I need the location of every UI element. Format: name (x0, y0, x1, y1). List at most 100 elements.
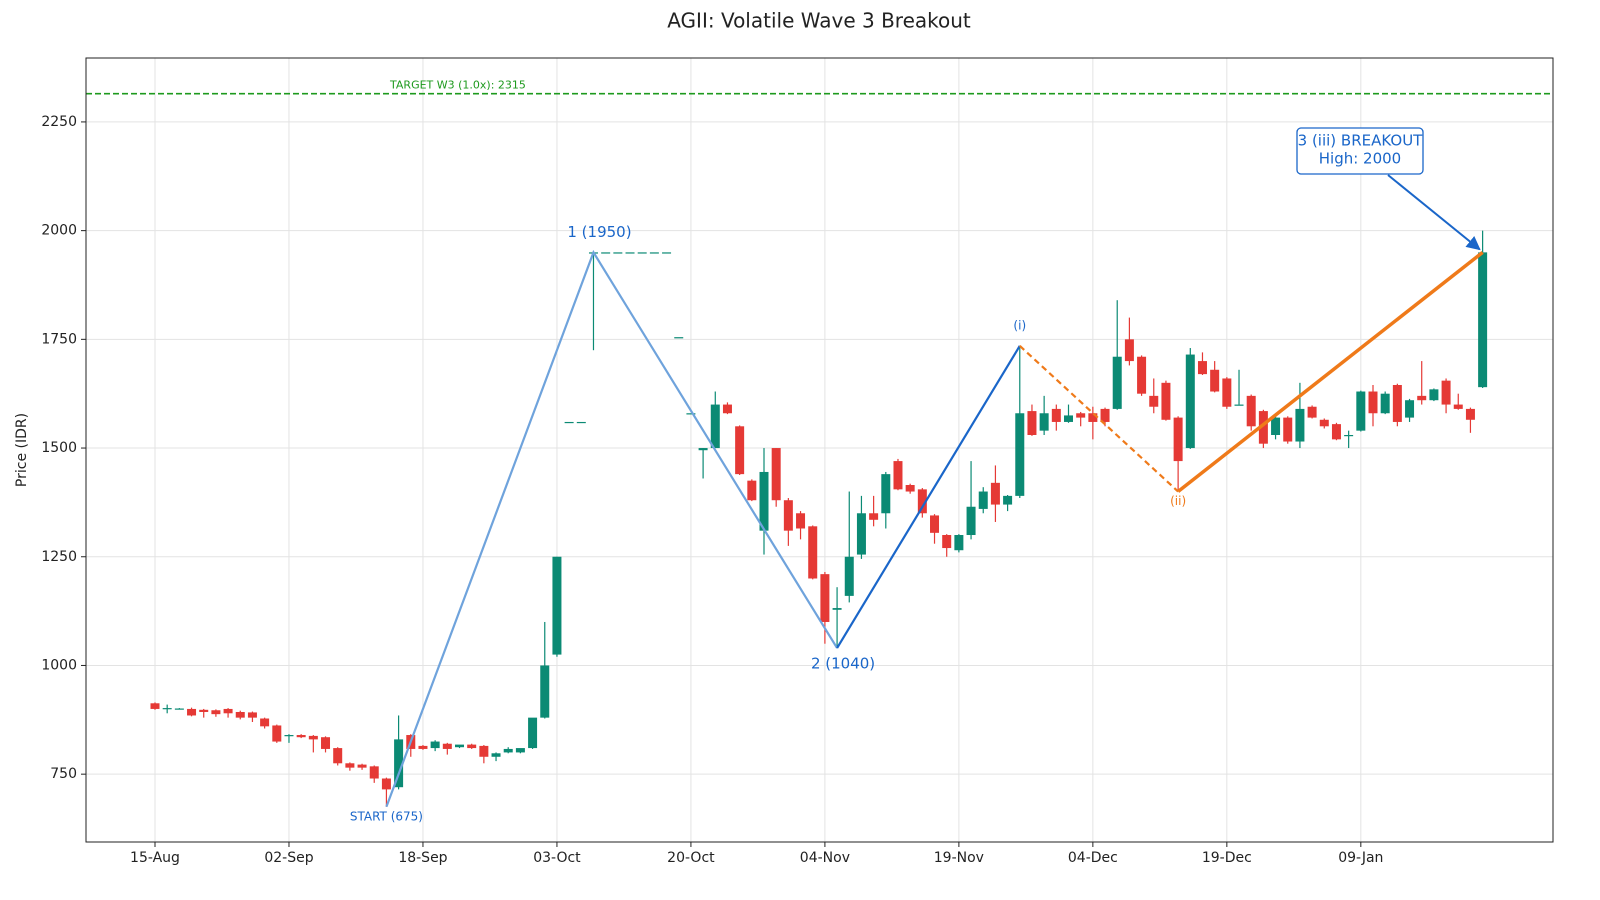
candle-body (564, 421, 574, 424)
candle-body (150, 703, 160, 709)
candle-body (674, 337, 684, 339)
candle-body (247, 712, 257, 718)
candle-body (637, 252, 647, 254)
candle-body (1027, 411, 1037, 435)
candle-body (1015, 413, 1025, 496)
candle-body (503, 748, 513, 753)
candle-body (369, 766, 379, 779)
candle-body (1344, 434, 1354, 437)
wave-line (1019, 345, 1179, 493)
candle-body (710, 404, 720, 449)
candle-body (942, 535, 952, 549)
candle-body (1271, 417, 1281, 435)
candle-body (747, 480, 757, 501)
candle-body (1307, 406, 1317, 418)
candle-body (1453, 404, 1463, 409)
candle-body (1295, 408, 1305, 442)
candle-body (1197, 361, 1207, 375)
x-tick-label: 03-Oct (533, 850, 581, 866)
candle-body (552, 556, 562, 655)
x-tick-label: 02-Sep (264, 850, 313, 866)
candle-body (1137, 356, 1147, 394)
candle-body (905, 485, 915, 492)
candle-body (735, 426, 745, 475)
wave-label: START (675) (350, 809, 423, 823)
candle-body (1076, 413, 1086, 418)
candle-body (1405, 400, 1415, 418)
annotation-text: 3 (iii) BREAKOUT (1298, 132, 1424, 150)
y-tick-label: 750 (50, 766, 77, 782)
candle-body (1173, 417, 1183, 462)
y-tick-label: 1250 (41, 549, 77, 565)
candle-body (199, 709, 209, 712)
y-tick-label: 1500 (41, 440, 77, 456)
candle-body (1441, 380, 1451, 405)
candle-body (771, 448, 781, 501)
candle-body (174, 708, 184, 710)
candle-body (528, 717, 538, 749)
candle-body (333, 748, 343, 764)
x-tick-label: 19-Nov (934, 850, 984, 866)
candle-body (442, 743, 452, 749)
candle-body (1100, 408, 1110, 422)
wave-label: (i) (1013, 318, 1026, 332)
candle-body (917, 489, 927, 514)
wave-line (385, 249, 839, 808)
target-label: TARGET W3 (1.0x): 2315 (389, 79, 526, 92)
candle-body (1051, 408, 1061, 422)
candle-body (467, 744, 477, 749)
candle-body (832, 608, 842, 610)
candle-body (1210, 369, 1220, 392)
candle-body (1417, 395, 1427, 401)
x-tick-label: 18-Sep (398, 850, 447, 866)
candle-body (296, 735, 306, 738)
candle-body (272, 725, 282, 742)
candle-body (990, 482, 1000, 505)
y-axis-label: Price (IDR) (14, 413, 30, 487)
candle-body (759, 471, 769, 531)
annotation-arrow (1387, 174, 1481, 251)
candle-body (625, 252, 635, 254)
y-tick-label: 2250 (41, 114, 77, 130)
x-tick-label: 19-Dec (1202, 850, 1252, 866)
candle-body (869, 513, 879, 520)
grid (86, 58, 1553, 842)
plot: TARGET W3 (1.0x): 2315 START (675) 1 (1950… (86, 79, 1553, 823)
candle-body (394, 739, 404, 788)
candle-body (856, 513, 866, 555)
candle-body (722, 404, 732, 414)
candle-body (540, 665, 550, 718)
y-tick-label: 1750 (41, 331, 77, 347)
y-tick-label: 2000 (41, 223, 77, 239)
candle-body (1331, 424, 1341, 440)
wave-line (836, 345, 1021, 649)
candle-body (284, 735, 294, 737)
candle-body (308, 735, 318, 740)
candle-body (357, 764, 367, 768)
candle-body (223, 708, 233, 714)
candle-body (1246, 395, 1256, 427)
candle-body (211, 710, 221, 715)
candle-body (576, 421, 586, 424)
candle-body (698, 448, 708, 451)
candle-body (1258, 411, 1268, 444)
candle-body (1124, 339, 1134, 362)
candle-body (808, 526, 818, 579)
candle-body (235, 711, 245, 718)
candle-body (491, 753, 501, 757)
candle-body (260, 718, 270, 727)
candle-body (1064, 415, 1073, 422)
candle-body (455, 744, 464, 748)
annotation-text: High: 2000 (1319, 150, 1401, 168)
candle-body (418, 745, 428, 749)
candle-body (345, 763, 355, 768)
candle-body (1392, 384, 1402, 422)
candle-body (966, 506, 976, 536)
candle-body (1283, 417, 1293, 442)
x-tick-label: 09-Jan (1338, 850, 1383, 866)
candle-body (820, 574, 830, 622)
x-tick-label: 20-Oct (667, 850, 715, 866)
candle-body (796, 513, 806, 529)
candle-body (1368, 391, 1378, 414)
